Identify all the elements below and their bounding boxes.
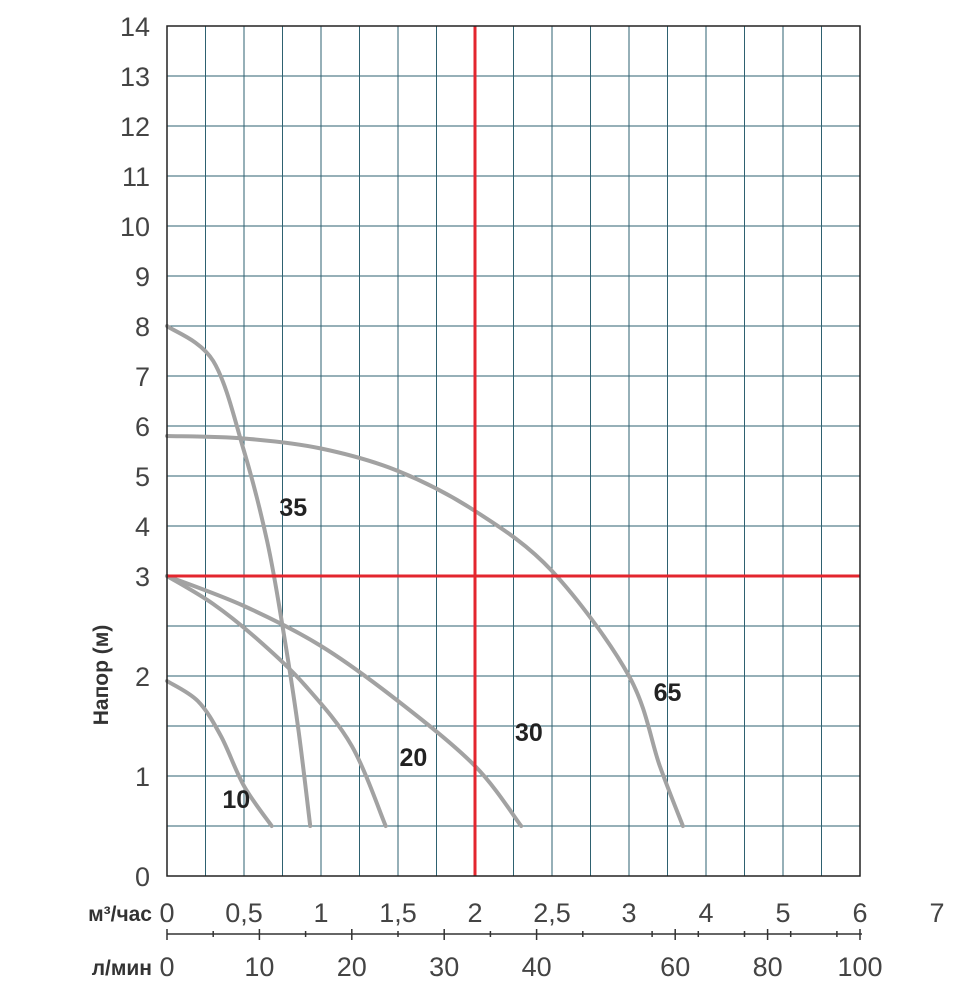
y-tick-label: 1 (135, 762, 150, 792)
x1-tick-label: 2,5 (533, 898, 571, 928)
y-tick-label: 6 (135, 412, 150, 442)
y-tick-label: 3 (135, 562, 150, 592)
y-tick-label: 12 (120, 112, 150, 142)
plot-frame (166, 25, 861, 877)
x1-tick-label: 0,5 (225, 898, 263, 928)
x1-tick-label: 5 (775, 898, 790, 928)
reference-lines (167, 26, 860, 876)
curve-30 (165, 574, 524, 828)
y-tick-label: 8 (135, 312, 150, 342)
x2-axis-unit: л/мин (92, 957, 152, 980)
x1-tick-label: 3 (621, 898, 636, 928)
x1-tick-label: 2 (467, 898, 482, 928)
x2-tick-labels: 0 10 20 30 40 60 80 100 (159, 952, 882, 982)
curve-10 (165, 679, 274, 828)
x2-tick-label: 10 (244, 952, 274, 982)
x2-tick-label: 40 (522, 952, 552, 982)
x2-tick-label: 20 (337, 952, 367, 982)
curve-labels: 10 20 30 35 65 (222, 494, 681, 814)
x1-tick-label: 1 (313, 898, 328, 928)
x2-tick-label: 80 (753, 952, 783, 982)
x2-tick-label: 60 (660, 952, 690, 982)
x2-tick-label: 30 (429, 952, 459, 982)
y-tick-label: 4 (135, 512, 150, 542)
curve-35 (165, 324, 313, 828)
x2-tick-label: 0 (159, 952, 174, 982)
x2-tick-marks (166, 929, 861, 940)
y-axis-title: Напор (м) (90, 625, 113, 726)
x1-tick-label: 0 (159, 898, 174, 928)
x1-tick-label: 1,5 (379, 898, 417, 928)
curve-label-10: 10 (222, 786, 250, 814)
x1-tick-labels: 0 0,5 1 1,5 2 2,5 3 4 5 6 7 (159, 898, 944, 928)
y-tick-label: 14 (120, 12, 150, 42)
y-tick-label: 9 (135, 262, 150, 292)
curve-label-30: 30 (515, 719, 543, 747)
x2-tick-label: 100 (837, 952, 882, 982)
x1-axis-unit: м³/час (88, 903, 152, 926)
y-tick-label: 10 (120, 212, 150, 242)
y-tick-label: 7 (135, 362, 150, 392)
y-tick-label: 13 (120, 62, 150, 92)
curve-label-20: 20 (399, 744, 427, 772)
y-tick-label: 2 (135, 662, 150, 692)
curve-label-65: 65 (654, 679, 682, 707)
y-tick-label: 5 (135, 462, 150, 492)
x1-tick-label: 7 (929, 898, 944, 928)
grid (166, 25, 861, 877)
curve-65 (165, 434, 685, 828)
x1-tick-label: 4 (698, 898, 713, 928)
curve-label-35: 35 (279, 494, 307, 522)
y-tick-label: 0 (135, 862, 150, 892)
x1-tick-label: 6 (852, 898, 867, 928)
y-tick-label: 11 (122, 162, 150, 192)
